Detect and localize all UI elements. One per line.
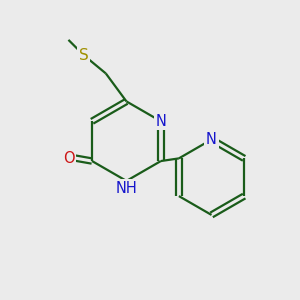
Text: O: O <box>63 151 74 166</box>
Text: N: N <box>155 114 166 129</box>
Text: NH: NH <box>116 181 137 196</box>
Text: N: N <box>206 132 217 147</box>
Text: S: S <box>79 48 88 63</box>
